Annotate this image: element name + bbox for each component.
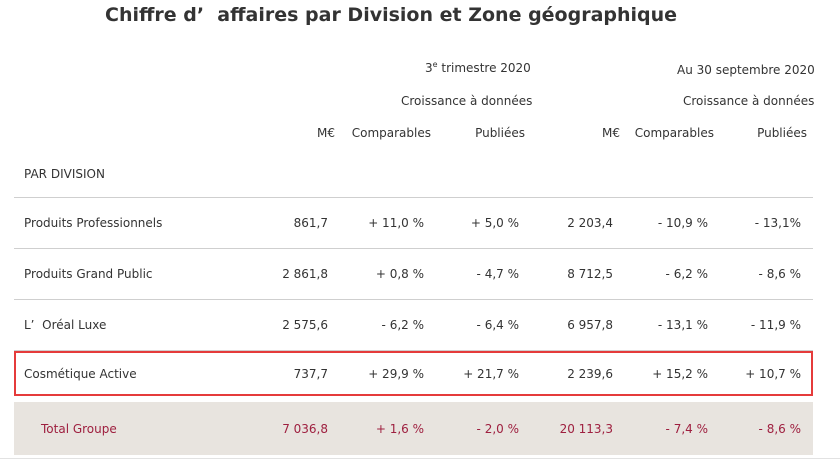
row-label: L’ Oréal Luxe [24, 318, 107, 332]
cell-q3-comparables: + 29,9 % [368, 366, 424, 381]
cell-q3-comparables: + 11,0 % [368, 216, 424, 230]
divider [14, 197, 813, 198]
cell-ytd-meur: 2 203,4 [567, 216, 613, 230]
cell-q3-publiees: + 5,0 % [470, 216, 519, 230]
col-header-q3-publiees: Publiées [475, 126, 525, 140]
col-header-q3-meur: M€ [317, 126, 335, 140]
cell-q3-meur: 2 575,6 [282, 318, 328, 332]
cell-ytd-meur: 2 239,6 [567, 366, 613, 381]
total-ytd-comparables: - 7,4 % [665, 421, 708, 436]
period-header-ytd: Au 30 septembre 2020 [677, 63, 815, 77]
table-row: Produits Grand Public 2 861,8 + 0,8 % - … [14, 249, 813, 299]
row-label: Produits Professionnels [24, 216, 163, 230]
cell-q3-comparables: + 0,8 % [375, 267, 424, 281]
cell-q3-publiees: - 4,7 % [476, 267, 519, 281]
total-q3-comparables: + 1,6 % [375, 421, 424, 436]
cell-ytd-comparables: + 15,2 % [652, 366, 708, 381]
divider [14, 350, 813, 351]
cell-q3-publiees: - 6,4 % [476, 318, 519, 332]
row-label: Cosmétique Active [24, 366, 137, 381]
cell-q3-comparables: - 6,2 % [381, 318, 424, 332]
highlight-box [14, 351, 813, 396]
period-header-q3: 3e trimestre 2020 [425, 60, 531, 75]
cell-q3-meur: 861,7 [293, 216, 328, 230]
cell-ytd-publiees: + 10,7 % [745, 366, 801, 381]
table-row: Produits Professionnels 861,7 + 11,0 % +… [14, 198, 813, 248]
cell-ytd-comparables: - 13,1 % [657, 318, 708, 332]
cell-q3-meur: 737,7 [293, 366, 328, 381]
table-row: Cosmétique Active 737,7 + 29,9 % + 21,7 … [14, 351, 813, 396]
cell-q3-meur: 2 861,8 [282, 267, 328, 281]
divider [14, 299, 813, 300]
col-header-ytd-comparables: Comparables [634, 126, 714, 140]
cell-q3-publiees: + 21,7 % [463, 366, 519, 381]
row-label: Produits Grand Public [24, 267, 153, 281]
section-label-division: PAR DIVISION [24, 167, 105, 181]
total-q3-meur: 7 036,8 [282, 421, 328, 436]
growth-header-q3: Croissance à données [401, 94, 533, 108]
cell-ytd-comparables: - 10,9 % [657, 216, 708, 230]
total-label: Total Groupe [41, 421, 117, 436]
cell-ytd-comparables: - 6,2 % [665, 267, 708, 281]
period-header-q3-text: trimestre 2020 [441, 61, 531, 75]
total-ytd-publiees: - 8,6 % [758, 421, 801, 436]
divider [14, 248, 813, 249]
cell-ytd-publiees: - 8,6 % [758, 267, 801, 281]
table-row: L’ Oréal Luxe 2 575,6 - 6,2 % - 6,4 % 6 … [14, 300, 813, 350]
divider [0, 458, 840, 459]
col-header-ytd-publiees: Publiées [757, 126, 807, 140]
col-header-ytd-meur: M€ [602, 126, 620, 140]
total-row: Total Groupe 7 036,8 + 1,6 % - 2,0 % 20 … [14, 402, 813, 455]
col-header-q3-comparables: Comparables [351, 126, 431, 140]
cell-ytd-publiees: - 11,9 % [750, 318, 801, 332]
page-title: Chiffre d’ affaires par Division et Zone… [105, 4, 678, 26]
total-ytd-meur: 20 113,3 [559, 421, 613, 436]
total-q3-publiees: - 2,0 % [476, 421, 519, 436]
cell-ytd-meur: 6 957,8 [567, 318, 613, 332]
cell-ytd-publiees: - 13,1% [754, 216, 801, 230]
period-header-q3-num: 3 [425, 61, 433, 75]
period-header-q3-sup: e [432, 60, 438, 69]
cell-ytd-meur: 8 712,5 [567, 267, 613, 281]
growth-header-ytd: Croissance à données [683, 94, 815, 108]
